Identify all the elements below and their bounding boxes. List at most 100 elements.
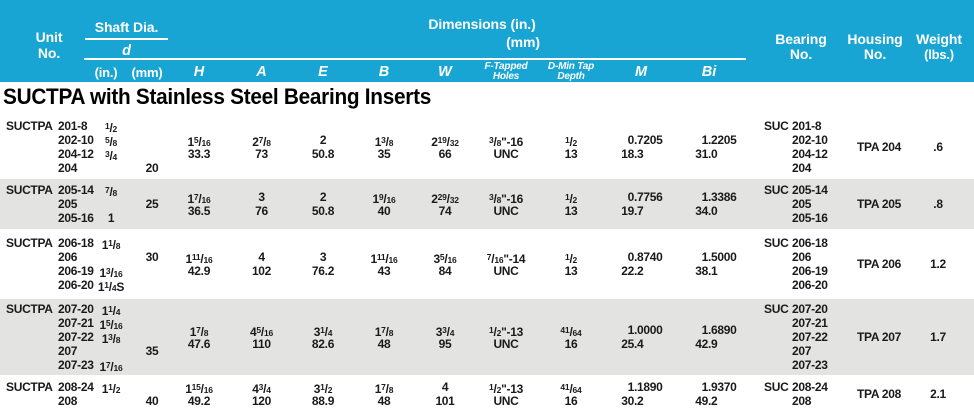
dim-W-in: 33/4 — [435, 325, 455, 340]
bearing-number: 206-20 — [792, 278, 828, 292]
dim-Bi: 1.2205 31.0 — [680, 115, 738, 179]
dim-M-in: 1.1890 — [627, 379, 663, 394]
dim-Bi-mm: 42.9 — [695, 337, 718, 351]
header-housing-label: Housing — [847, 31, 903, 47]
dim-F-in: 7/16"-14 — [486, 252, 526, 267]
dim-A: 43/4 120 — [236, 375, 287, 412]
row-group-2: SUCTPA 205-14 205 205-16 7/8 1 25 17/16 36.5 3 76 2… — [0, 179, 974, 229]
dim-Bi-mm: 38.1 — [695, 264, 718, 278]
unit-number: 207-20 — [58, 302, 94, 316]
shaft-dia-in: 11/2 — [88, 375, 134, 412]
bearing-number: 207-21 — [792, 316, 828, 330]
dim-A-in: 4 — [258, 250, 265, 264]
bearing-numbers: 207-20 207-21 207-22 207 207-23 — [792, 299, 852, 375]
unit-number: 208-24 — [58, 379, 94, 394]
bearing-numbers: 208-24 208 — [792, 375, 852, 412]
header-col-M: M — [634, 64, 648, 80]
dim-B-mm: 40 — [377, 204, 391, 218]
housing-number-value: TPA 205 — [857, 197, 901, 211]
dim-F-in: 1/2"-13 — [489, 381, 523, 396]
shaft-dia-mm-value: 30 — [145, 250, 159, 264]
dim-E-in: 3 — [319, 250, 327, 264]
dim-Bi-mm: 49.2 — [695, 393, 718, 408]
dim-A-in: 43/4 — [252, 381, 271, 396]
unit-numbers: 205-14 205 205-16 — [58, 179, 102, 229]
bearing-number: 205-14 — [792, 183, 828, 197]
dim-E-in: 31/4 — [313, 325, 333, 340]
dim-D-mm: 13 — [564, 147, 578, 161]
dim-W-mm: 74 — [438, 204, 452, 218]
dim-D-in: 1/2 — [564, 135, 578, 150]
dim-F-in: 1/2"-13 — [489, 325, 523, 340]
unit-number: 206-18 — [58, 236, 94, 250]
shaft-dia-in: 7/8 1 — [88, 179, 134, 229]
dim-H: 111/16 42.9 — [174, 229, 224, 299]
bearing-prefix: SUC — [764, 179, 792, 229]
bearing-number: 206-18 — [792, 236, 828, 250]
header-col-F-line1: F-Tapped — [484, 61, 528, 72]
shaft-dia-mm-value: 25 — [145, 197, 159, 211]
header-shaft-dia: Shaft Dia. — [94, 19, 159, 35]
dim-F-mm: UNC — [493, 264, 519, 278]
dim-A: 4 102 — [236, 229, 287, 299]
dim-A-in: 27/8 — [252, 135, 271, 150]
housing-number: TPA 207 — [845, 299, 913, 375]
unit-numbers: 206-18 206 206-19 206-20 — [58, 229, 102, 299]
dim-A-mm: 110 — [252, 337, 271, 351]
shaft-dia-in-value: 7/8 — [104, 185, 118, 200]
dim-F: 1/2"-13 UNC — [474, 375, 538, 412]
dim-E: 3 76.2 — [298, 229, 348, 299]
dim-H-mm: 47.6 — [187, 337, 211, 351]
unit-prefix: SUCTPA — [6, 115, 58, 179]
shaft-dia-in: 1/2 5/8 3/4 — [88, 115, 134, 179]
dim-M: 0.7756 19.7 — [606, 179, 664, 229]
dim-H: 15/16 33.3 — [174, 115, 224, 179]
dim-Bi-in: 1.5000 — [701, 250, 737, 264]
dim-W-in: 35/16 — [433, 252, 457, 267]
shaft-dia-in-value: 13/16 — [99, 266, 123, 281]
unit-number: 207-22 — [58, 330, 94, 344]
bearing-number: 206-19 — [792, 264, 828, 278]
dim-E-mm: 88.9 — [311, 393, 335, 408]
bearing-prefix-text: SUC — [764, 302, 789, 316]
dim-E-in: 31/2 — [313, 381, 333, 396]
dim-A-mm: 120 — [251, 393, 272, 408]
dim-B: 19/16 40 — [359, 179, 409, 229]
bearing-number: 204-12 — [792, 147, 828, 161]
dim-F-in: 3/8"-16 — [489, 192, 523, 207]
weight-value: .8 — [908, 179, 968, 229]
housing-number: TPA 205 — [845, 179, 913, 229]
housing-number-value: TPA 208 — [857, 386, 901, 401]
dim-E-mm: 50.8 — [311, 204, 335, 218]
header-col-F-line2: Holes — [492, 71, 520, 82]
unit-number: 202-10 — [58, 133, 94, 147]
housing-number: TPA 208 — [845, 375, 913, 412]
dim-D-mm: 16 — [564, 393, 578, 408]
header-col-D: D-Min Tap Depth — [541, 62, 601, 82]
unit-number: 207-21 — [58, 316, 94, 330]
unit-number: 204 — [58, 161, 78, 175]
dim-E-in: 2 — [319, 133, 327, 147]
dim-H: 17/8 47.6 — [174, 299, 224, 375]
dim-B: 17/8 48 — [359, 375, 409, 412]
dim-H-in: 17/16 — [187, 192, 211, 207]
bearing-numbers: 205-14 205 205-16 — [792, 179, 852, 229]
housing-number: TPA 206 — [845, 229, 913, 299]
unit-number: 208 — [58, 393, 78, 408]
bearing-number: 205 — [792, 197, 812, 211]
dim-A-mm: 76 — [255, 204, 268, 218]
header-unit-no: Unit No. — [14, 29, 84, 61]
unit-number: 201-8 — [58, 119, 88, 133]
dim-M: 1.1890 30.2 — [606, 375, 664, 412]
dim-Bi-in: 1.3386 — [701, 190, 737, 204]
dim-W-mm: 95 — [438, 337, 452, 351]
unit-number: 207-23 — [58, 358, 94, 372]
housing-number-value: TPA 206 — [857, 257, 901, 271]
weight-value-text: 1.7 — [930, 330, 946, 344]
header-d: d — [122, 43, 131, 59]
header-bearing-label: Bearing — [775, 31, 827, 47]
unit-prefix: SUCTPA — [6, 229, 58, 299]
header-col-D-line1: D-Min Tap — [547, 61, 595, 72]
dim-A-in: 45/16 — [249, 325, 273, 340]
